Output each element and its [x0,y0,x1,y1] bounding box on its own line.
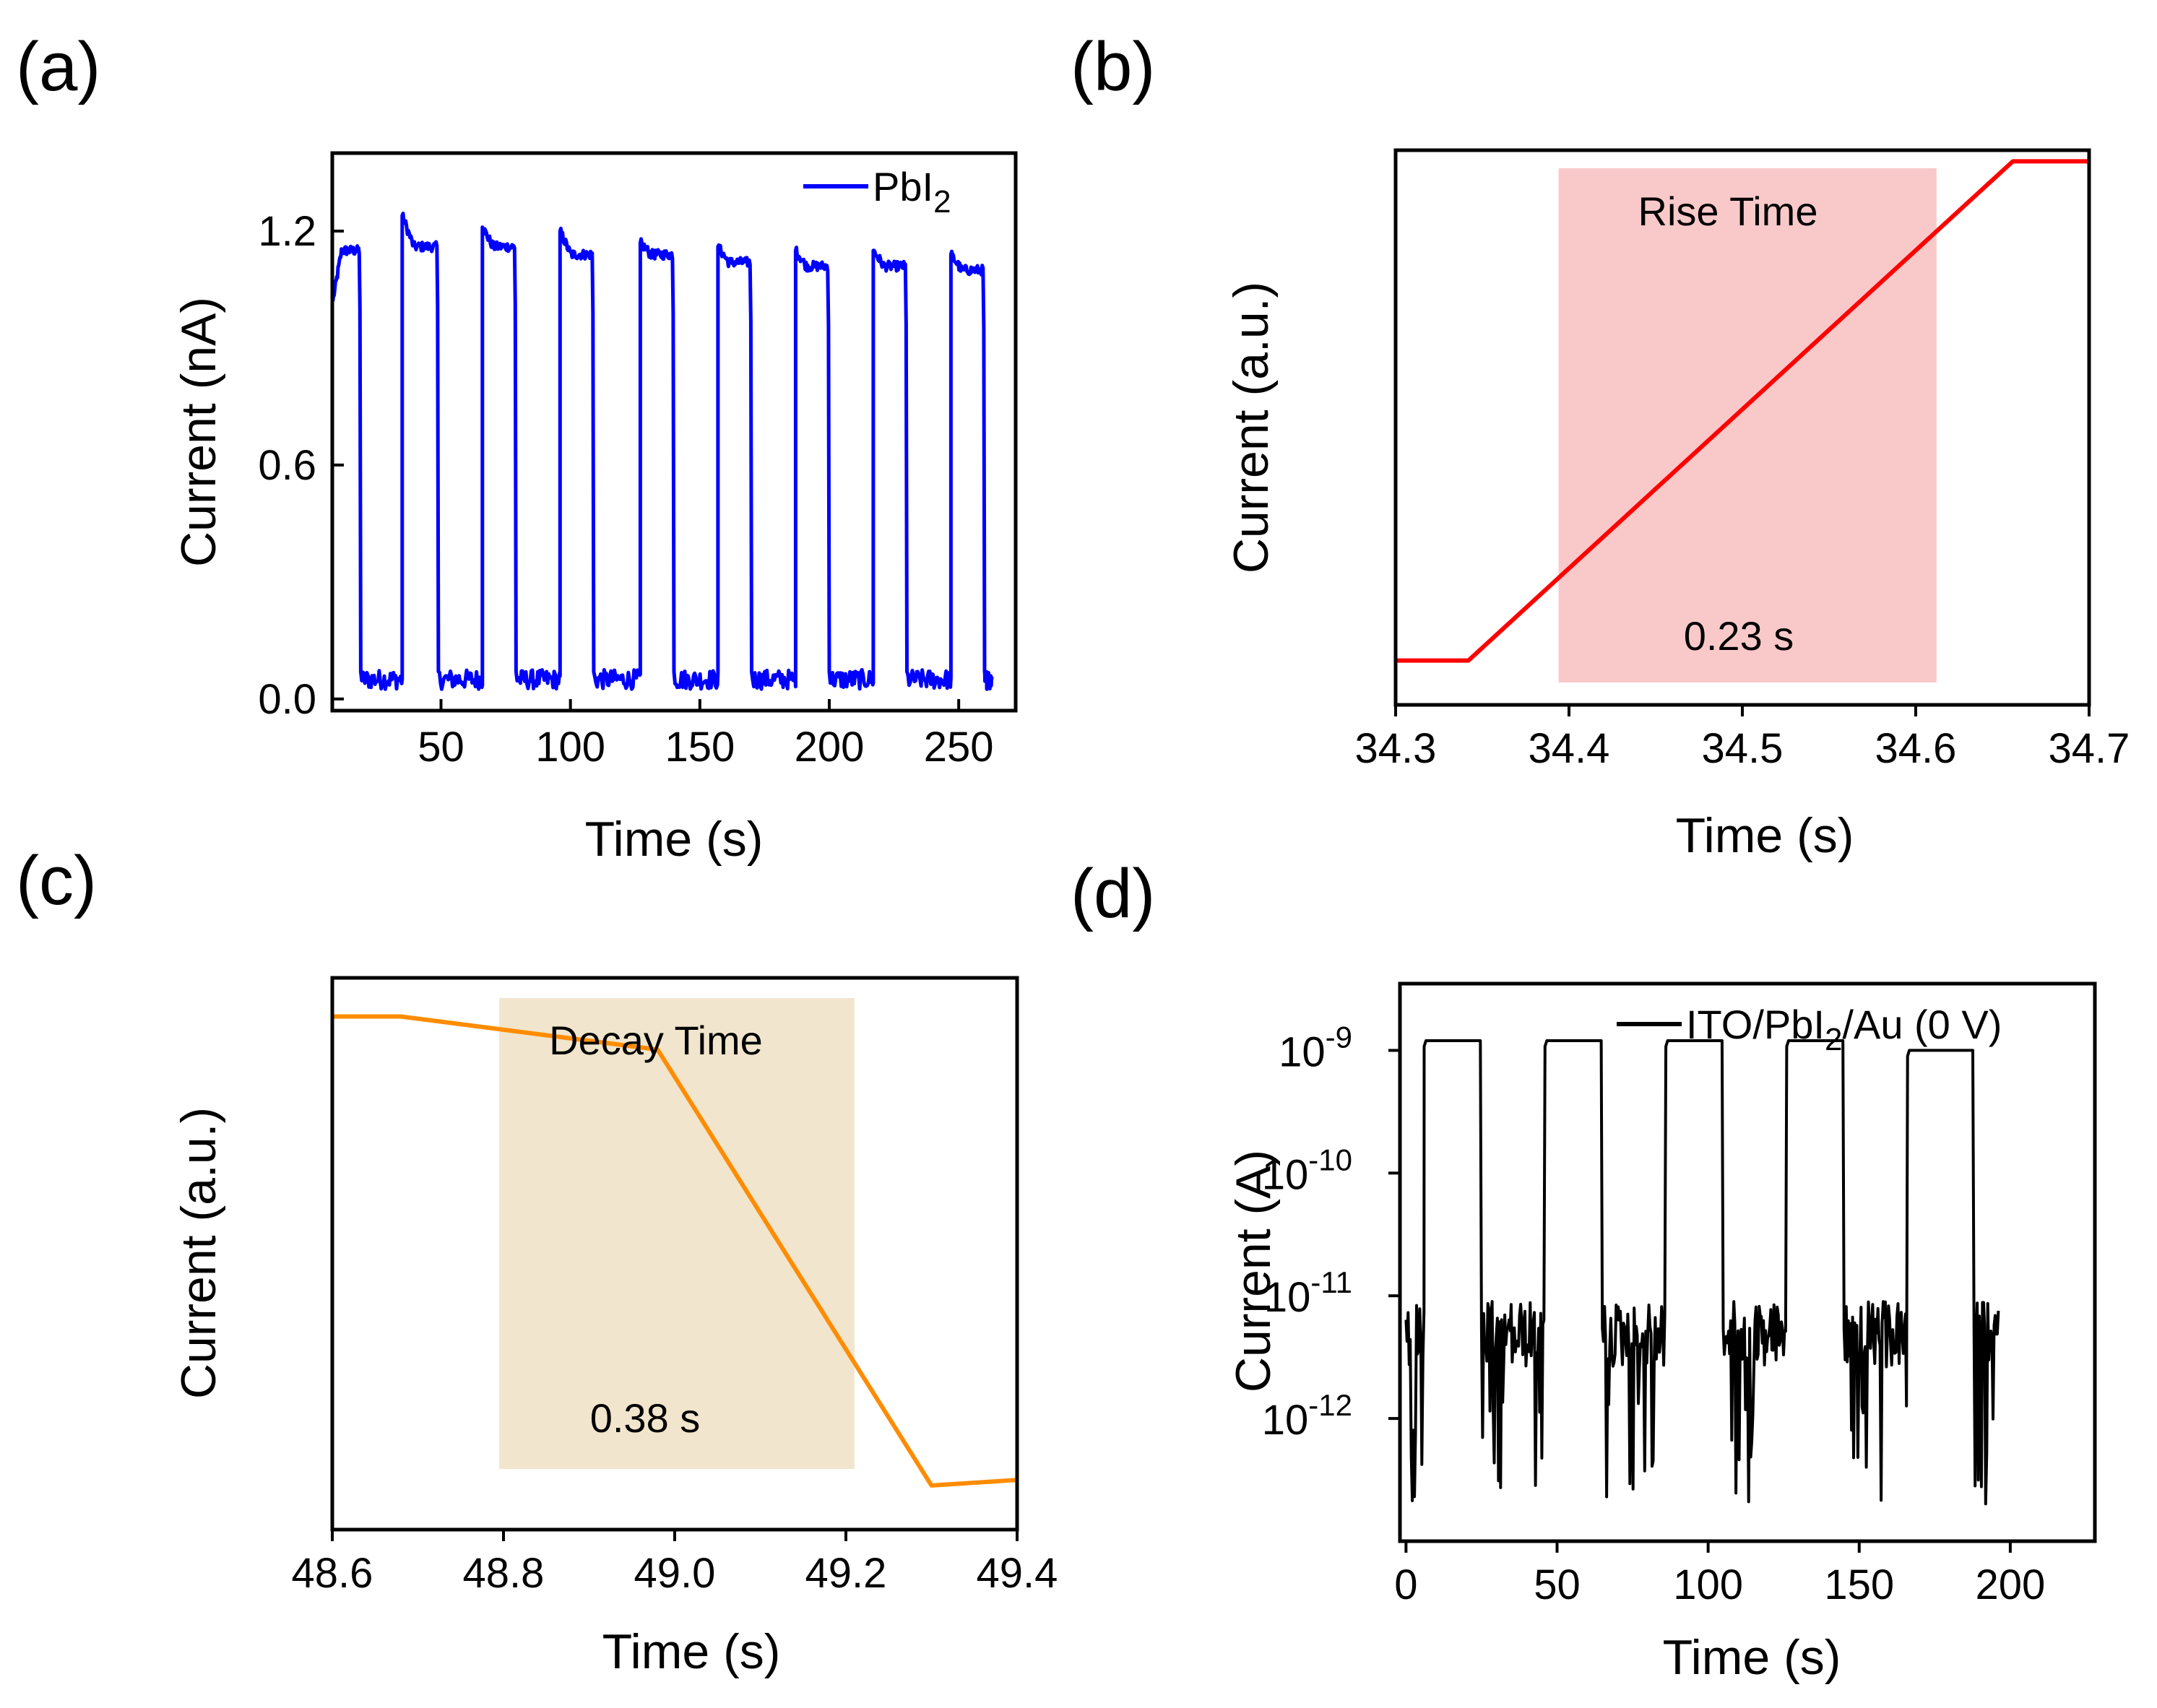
panel-a-xtick-label: 150 [665,724,735,771]
panel-a-ytick-label: 0.6 [258,442,316,489]
panel-d: (d) 0 50 100 150 200 10-9 10-10 10-11 10-12 ITO/… [1071,855,2097,1685]
panel-d-ticks: 0 50 100 150 200 10-9 10-10 10-11 10-12 [1262,1020,2045,1608]
panel-d-xtick-label: 150 [1824,1561,1894,1608]
panel-a-series-line [331,212,994,691]
panel-c-decay-time-label: Decay Time [549,1018,763,1063]
panel-c-ticks: 48.6 48.8 49.0 49.2 49.4 [292,1530,1058,1597]
panel-a-ytick-label: 1.2 [258,208,316,255]
panel-c-xtick-label: 49.2 [805,1550,887,1597]
panel-c-label: (c) [16,842,97,919]
panel-a-label: (a) [16,28,100,105]
panel-d-xtick-label: 0 [1394,1561,1417,1608]
panel-d-xtick-label: 100 [1673,1561,1743,1608]
panel-b-ylabel: Current (a.u.) [1224,282,1279,573]
panel-b-rise-time-value: 0.23 s [1684,613,1794,659]
panel-b-rise-time-region [1558,168,1937,682]
panel-b-frame [1393,148,2091,707]
panel-b-ticks: 34.3 34.4 34.5 34.6 34.7 [1355,705,2130,772]
panel-c-xtick-label: 49.4 [977,1550,1058,1597]
panel-d-ytick-label: 10-9 [1279,1020,1352,1075]
panel-a-xlabel: Time (s) [585,812,764,867]
panel-b-xtick-label: 34.3 [1355,725,1437,772]
panel-b-xtick-label: 34.5 [1702,725,1784,772]
panel-c-xlabel: Time (s) [602,1624,781,1679]
panel-a-xtick-label: 50 [418,724,464,771]
panel-d-label: (d) [1071,855,1155,932]
panel-d-ytick-label: 10-11 [1264,1265,1352,1321]
panel-b-xtick-label: 34.6 [1875,725,1957,772]
panel-b: (b) 34.3 34.4 34.5 34.6 34.7 Rise Time 0.23 … [1071,28,2130,863]
panel-b-rise-time-label: Rise Time [1638,188,1818,234]
panel-c-series-line [332,1014,1018,1488]
panel-a-xtick-label: 250 [924,724,994,771]
panel-d-series-line [1404,1039,2000,1506]
panel-c-xtick-label: 49.0 [634,1550,716,1597]
panel-d-legend-text: ITO/PbI2/Au (0 V) [1686,1002,2002,1057]
panel-a-legend-text: PbI2 [873,164,951,220]
panel-c: (c) 48.6 48.8 49.0 49.2 49.4 Decay Time 0.38… [16,842,1058,1679]
panel-d-frame [1398,981,2097,1543]
panel-a-xtick-label: 100 [535,724,605,771]
panel-b-series-line [1396,159,2089,663]
panel-d-ytick-label: 10-12 [1262,1388,1352,1444]
panel-c-xtick-label: 48.8 [463,1550,545,1597]
panel-b-xtick-label: 34.7 [2049,725,2130,772]
panel-b-xlabel: Time (s) [1676,808,1854,863]
panel-c-decay-time-value: 0.38 s [590,1395,701,1441]
panel-d-xtick-label: 50 [1534,1561,1581,1608]
panel-b-label: (b) [1071,28,1155,105]
panel-d-ytick-label: 10-10 [1262,1143,1352,1198]
panel-a: (a) 50 100 150 200 250 0.0 0.6 1.2 PbI2 Time (s… [16,28,1018,867]
panel-a-frame [330,151,1018,713]
panel-d-ylabel: Current (A) [1226,1150,1281,1392]
panel-a-ticks: 50 100 150 200 250 0.0 0.6 1.2 [258,208,993,771]
panel-c-ylabel: Current (a.u.) [171,1107,226,1399]
panel-a-xtick-label: 200 [795,724,865,771]
panel-c-xtick-label: 48.6 [292,1550,373,1597]
panel-a-ylabel: Current (nA) [171,297,226,567]
panel-d-xlabel: Time (s) [1663,1630,1841,1685]
panel-c-frame [330,976,1019,1532]
panel-d-xtick-label: 200 [1975,1561,2045,1608]
panel-b-xtick-label: 34.4 [1529,725,1610,772]
panel-a-ytick-label: 0.0 [258,676,316,723]
